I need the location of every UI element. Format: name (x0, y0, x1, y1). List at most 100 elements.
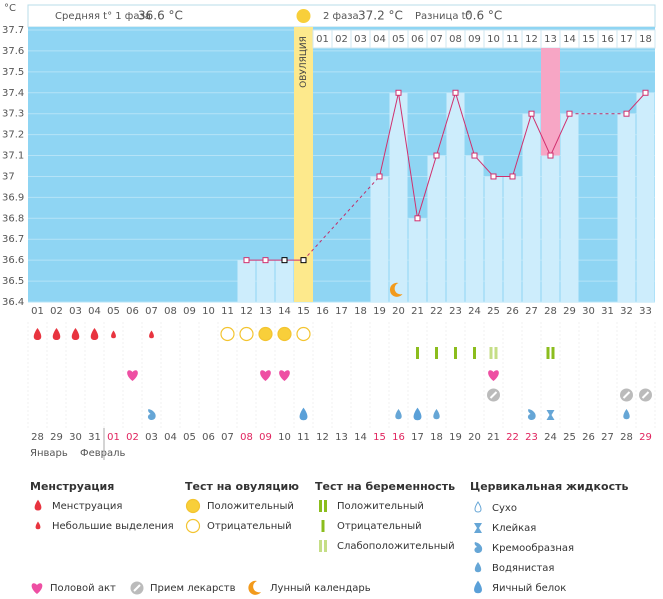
date: 12 (316, 432, 329, 443)
temp-bar (389, 92, 408, 303)
preg-icon (319, 500, 322, 512)
temp-point (281, 257, 288, 264)
phase2-day-cell (635, 29, 656, 49)
temp-point (262, 257, 269, 264)
legend-item: Положительный (337, 501, 424, 512)
temp-point (471, 152, 478, 159)
temp-line (398, 92, 418, 219)
temp-bar (427, 155, 446, 302)
temp-point (642, 89, 649, 96)
heart-icon (488, 370, 499, 381)
y-tick-label: 37.5 (2, 67, 24, 78)
drop-icon (474, 580, 482, 594)
date: 01 (107, 432, 120, 443)
date: 14 (354, 432, 367, 443)
date: 27 (601, 432, 614, 443)
phase1-label: Средняя t° 1 фаза (55, 11, 151, 22)
y-tick-label: 36.9 (2, 192, 24, 203)
phase2-day: 02 (335, 34, 348, 45)
temp-point (300, 257, 307, 264)
cycle-day: 33 (639, 306, 652, 317)
test-positive (277, 326, 292, 342)
temp-bar (256, 260, 275, 302)
date: 11 (297, 432, 310, 443)
cycle-day: 06 (126, 306, 139, 317)
cycle-day: 28 (544, 306, 557, 317)
date: 30 (69, 432, 82, 443)
cycle-day: 05 (107, 306, 120, 317)
cycle-day: 01 (31, 306, 44, 317)
drop-icon (34, 499, 42, 511)
preg-icon (551, 347, 555, 359)
date: 16 (392, 432, 405, 443)
heart-icon (279, 370, 290, 381)
cycle-day: 23 (449, 306, 462, 317)
y-tick-label: 36.5 (2, 276, 24, 287)
phase2-day: 03 (354, 34, 367, 45)
month: Январь (30, 448, 68, 459)
phase2-day: 18 (639, 34, 652, 45)
legend-item: Отрицательный (337, 521, 422, 532)
month: Февраль (80, 448, 126, 459)
date: 31 (88, 432, 101, 443)
date: 26 (582, 432, 595, 443)
legend-item: Лунный календарь (270, 583, 371, 594)
cycle-day: 26 (506, 306, 519, 317)
fluid-icon (147, 409, 156, 420)
preg-icon (319, 540, 322, 552)
cycle-day: 30 (582, 306, 595, 317)
y-tick-label: 36.6 (2, 255, 24, 266)
temp-line (455, 92, 475, 156)
phase2-day: 17 (620, 34, 633, 45)
legend-item: Яичный белок (492, 583, 566, 594)
cycle-day: 02 (50, 306, 63, 317)
med-slash (622, 391, 631, 399)
date: 15 (373, 432, 386, 443)
legend-item: Небольшие выделения (52, 521, 174, 532)
temp-bar (522, 113, 541, 302)
fluid-icon (474, 523, 482, 533)
temp-line (474, 155, 494, 177)
phase2-day: 15 (582, 34, 595, 45)
diff-value: 0.6 °C (465, 9, 502, 23)
temp-bar (636, 92, 655, 303)
cycle-day: 31 (601, 306, 614, 317)
cycle-day: 03 (69, 306, 82, 317)
legend-title: Тест на овуляцию (185, 480, 299, 493)
cycle-day: 11 (221, 306, 234, 317)
drop-icon (111, 330, 116, 339)
date: 10 (278, 432, 291, 443)
cycle-day: 29 (563, 306, 576, 317)
phase2-day: 06 (411, 34, 424, 45)
date: 23 (525, 432, 538, 443)
temp-bar (465, 155, 484, 302)
phase2-day: 05 (392, 34, 405, 45)
cycle-day: 04 (88, 306, 101, 317)
preg-icon (321, 520, 325, 532)
y-tick-label: 36.7 (2, 234, 24, 245)
temp-point (414, 215, 421, 222)
test-negative (239, 326, 254, 342)
temp-point (395, 89, 402, 96)
date: 03 (145, 432, 158, 443)
date: 21 (487, 432, 500, 443)
temp-point (623, 110, 630, 117)
drop-icon (623, 409, 630, 420)
drop-icon (71, 328, 80, 340)
temp-point (547, 152, 554, 159)
y-tick-label: 37.4 (2, 88, 24, 99)
legend-item: Отрицательный (207, 521, 292, 532)
cycle-day: 32 (620, 306, 633, 317)
temp-line (531, 113, 551, 156)
legend-item: Прием лекарств (150, 583, 236, 594)
legend-title: Менструация (30, 480, 114, 493)
dashed-link (303, 176, 380, 261)
cycle-day: 10 (202, 306, 215, 317)
date: 29 (50, 432, 63, 443)
preg-icon (473, 347, 476, 359)
preg-icon (324, 540, 327, 552)
drop-icon (90, 328, 99, 340)
drop-icon (52, 328, 61, 340)
temp-bar (541, 155, 560, 302)
